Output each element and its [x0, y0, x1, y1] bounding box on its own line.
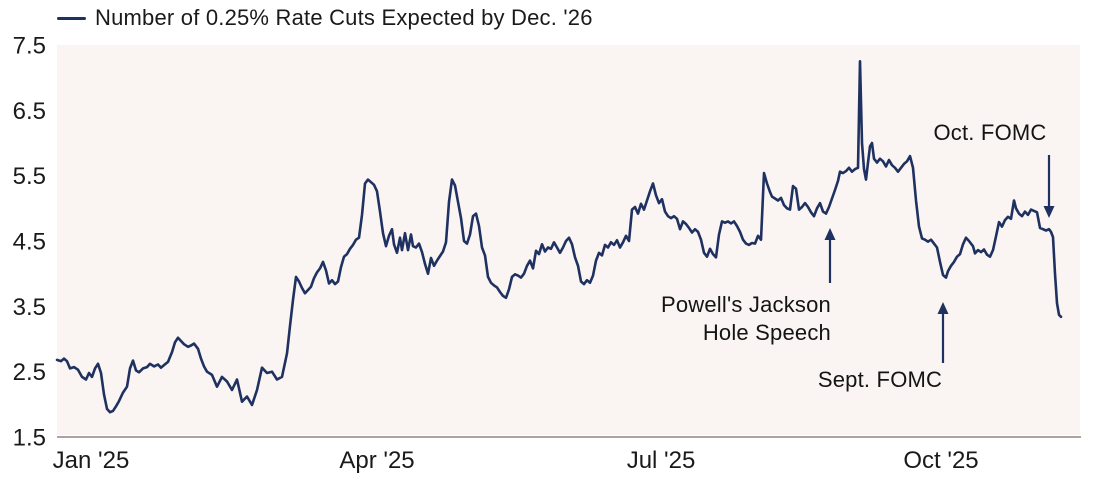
- y-tick-label: 5.5: [13, 163, 46, 190]
- y-tick-label: 4.5: [13, 229, 46, 256]
- x-tick-label: Jan '25: [53, 447, 130, 474]
- rate-cuts-series-line: [55, 59, 1063, 414]
- sept-fomc-arrow-head-icon: [937, 302, 949, 314]
- legend: Number of 0.25% Rate Cuts Expected by De…: [57, 5, 593, 31]
- y-tick-label: 2.5: [13, 359, 46, 386]
- jackson-hole-label: Powell's Jackson: [661, 292, 831, 317]
- legend-line-swatch: [57, 16, 86, 20]
- x-tick-label: Jul '25: [627, 447, 696, 474]
- y-tick-label: 3.5: [13, 294, 46, 321]
- jackson-hole-label: Hole Speech: [703, 320, 831, 345]
- sept-fomc-label: Sept. FOMC: [818, 367, 942, 392]
- x-tick-label: Apr '25: [339, 447, 414, 474]
- y-tick-label: 7.5: [13, 33, 46, 60]
- jackson-hole-arrow-head-icon: [824, 228, 836, 240]
- x-tick-label: Oct '25: [903, 447, 978, 474]
- y-tick-label: 6.5: [13, 98, 46, 125]
- annotations-layer: Powell's Jackson Hole Speech Sept. FOMC Oct…: [661, 120, 1055, 392]
- oct-fomc-label: Oct. FOMC: [933, 120, 1046, 145]
- y-axis-tick-labels: 7.5 6.5 5.5 4.5 3.5 2.5 1.5: [13, 33, 46, 452]
- legend-label: Number of 0.25% Rate Cuts Expected by De…: [95, 5, 593, 30]
- y-tick-label: 1.5: [13, 425, 46, 452]
- x-axis-tick-labels: Jan '25 Apr '25 Jul '25 Oct '25: [53, 447, 979, 474]
- oct-fomc-arrow-head-icon: [1043, 206, 1055, 218]
